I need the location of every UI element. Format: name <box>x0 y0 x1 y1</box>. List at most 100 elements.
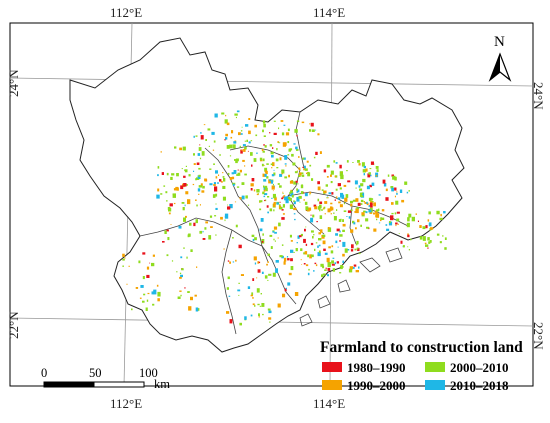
change-pixel <box>264 199 266 202</box>
change-pixel <box>238 282 240 284</box>
change-pixel <box>330 174 332 177</box>
change-pixel <box>273 169 275 171</box>
change-pixel <box>230 136 233 139</box>
change-pixel <box>225 133 228 137</box>
change-pixel <box>146 266 150 270</box>
change-pixel <box>439 217 443 221</box>
change-pixel <box>306 207 310 212</box>
change-pixel <box>396 218 400 222</box>
change-pixel <box>346 160 349 163</box>
change-pixel <box>157 188 160 192</box>
change-pixel <box>342 229 345 232</box>
change-pixel <box>151 291 155 295</box>
change-pixel <box>267 253 270 256</box>
change-pixel <box>321 208 323 211</box>
change-pixel <box>397 223 399 225</box>
legend-label-1990-2000: 1990–2000 <box>347 378 406 393</box>
change-pixel <box>252 278 255 281</box>
change-pixel <box>313 270 315 272</box>
change-pixel <box>352 199 357 202</box>
change-pixel <box>395 222 398 225</box>
change-pixel <box>278 142 280 144</box>
change-pixel <box>165 191 168 194</box>
change-pixel <box>272 190 274 192</box>
change-pixel <box>251 234 255 237</box>
change-pixel <box>313 204 317 207</box>
change-pixel <box>235 224 238 228</box>
legend-label-1980-1990: 1980–1990 <box>347 360 406 375</box>
change-pixel <box>266 163 269 165</box>
change-pixel <box>235 159 238 164</box>
change-pixel <box>195 219 198 224</box>
change-pixel <box>239 145 241 148</box>
island <box>299 313 313 327</box>
change-pixel <box>334 175 337 178</box>
change-pixel <box>131 308 133 311</box>
change-pixel <box>256 152 258 154</box>
change-pixel <box>171 260 174 262</box>
change-pixel <box>293 213 296 215</box>
change-pixel <box>275 158 279 162</box>
change-pixel <box>330 170 334 175</box>
change-pixel <box>189 222 192 226</box>
change-pixel <box>359 188 363 191</box>
change-pixel <box>246 139 248 142</box>
change-pixel <box>238 132 241 136</box>
change-pixel <box>408 190 410 192</box>
change-pixel <box>254 237 257 241</box>
change-pixel <box>347 210 352 213</box>
change-pixel <box>223 178 226 182</box>
change-pixel <box>424 242 427 245</box>
change-pixel <box>200 135 204 140</box>
scale-segment-black <box>43 381 95 388</box>
change-pixel <box>352 162 354 163</box>
change-pixel <box>262 233 264 236</box>
change-pixel <box>267 211 269 214</box>
change-pixel <box>180 274 183 278</box>
scale-tick-0: 0 <box>41 366 47 380</box>
change-pixel <box>143 293 146 296</box>
change-pixel <box>200 183 203 187</box>
change-pixel <box>307 272 310 276</box>
change-pixel <box>266 205 269 208</box>
change-pixel <box>234 159 236 161</box>
change-pixel <box>285 287 287 290</box>
change-pixel <box>267 308 271 311</box>
change-pixel <box>355 208 359 214</box>
change-pixel <box>250 152 253 156</box>
change-pixel <box>256 189 260 193</box>
change-pixel <box>152 254 155 257</box>
change-pixel <box>389 221 391 223</box>
change-pixel <box>422 226 426 230</box>
change-pixel <box>355 198 359 202</box>
change-pixel <box>266 176 269 179</box>
change-pixel <box>287 154 290 156</box>
change-pixel <box>247 286 251 289</box>
change-pixel <box>361 212 365 216</box>
change-pixel <box>142 300 145 303</box>
change-pixel <box>272 231 275 233</box>
change-pixel <box>301 121 305 124</box>
change-pixel <box>288 198 291 200</box>
change-pixel <box>371 201 374 203</box>
change-pixel <box>294 292 299 296</box>
change-pixel <box>190 249 193 252</box>
change-pixel <box>334 199 336 201</box>
change-pixel <box>350 209 353 212</box>
change-pixel <box>341 172 343 173</box>
change-pixel <box>262 173 265 177</box>
change-pixel <box>302 157 305 160</box>
change-pixel <box>174 146 177 149</box>
lon-label-top-112: 112°E <box>110 5 142 20</box>
change-pixel <box>250 183 254 187</box>
change-pixel <box>199 157 202 160</box>
change-pixel <box>156 194 160 199</box>
change-pixel <box>240 274 244 276</box>
change-pixel <box>303 168 305 171</box>
change-pixel <box>145 307 148 311</box>
change-pixel <box>296 135 298 137</box>
change-pixel <box>151 262 155 267</box>
change-pixel <box>436 233 440 236</box>
change-pixel <box>236 186 240 188</box>
change-pixel <box>164 230 167 234</box>
